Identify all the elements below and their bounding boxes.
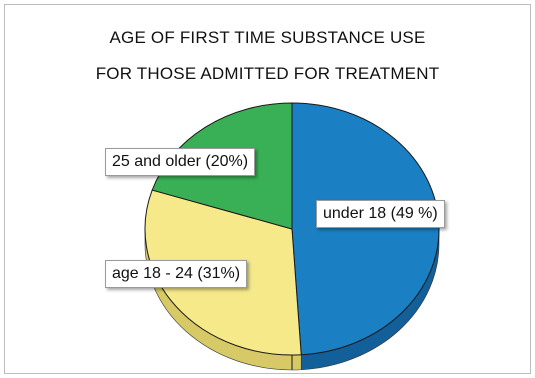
pie-slice-under-18: [291, 102, 440, 356]
chart-title: AGE OF FIRST TIME SUBSTANCE USE: [109, 28, 426, 47]
slice-label-under-18: under 18 (49 %): [316, 200, 445, 228]
slice-label-25-and-older: 25 and older (20%): [105, 148, 256, 176]
slice-label-18-24: age 18 - 24 (31%): [105, 260, 248, 288]
chart-subtitle: FOR THOSE ADMITTED FOR TREATMENT: [95, 64, 440, 83]
